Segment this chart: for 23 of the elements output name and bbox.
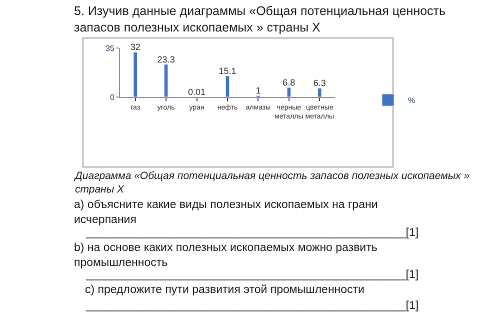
bar (318, 88, 322, 97)
text: __________________________________________________[1] (85, 269, 419, 281)
legend-label: % (408, 96, 416, 106)
text: __________________________________________________[1] (85, 227, 419, 239)
bar (133, 52, 138, 97)
bar (286, 87, 292, 97)
data-label: 23.3 (157, 54, 175, 64)
text: c) предложите пути развития этой промышленности (85, 284, 364, 296)
data-label: 1 (256, 86, 261, 96)
text: b) на основе каких полезных ископаемых можно развить промышленность (74, 242, 378, 269)
text: __________________________________________________[1] (85, 300, 419, 312)
y-tick-label: 0 (110, 92, 115, 102)
chart-title: 5. Изучив данные диаграммы «Общая потенциальная ценность запасов полезных ископаемых » страны X (74, 4, 446, 34)
bar (225, 76, 230, 97)
text: Диаграмма «Общая потенциальная ценность запасов полезных ископаемых » страны X (74, 170, 470, 196)
data-label: 6.3 (313, 78, 326, 88)
data-label: 15.1 (218, 66, 236, 76)
bar (164, 64, 168, 97)
data-label: 0.01 (188, 86, 206, 97)
text: а) объясните какие виды полезных ископаемых на грани исчерпания (74, 199, 378, 226)
y-tick-label: 35 (105, 44, 115, 53)
data-label: 6.8 (282, 77, 296, 88)
data-label: 32 (130, 42, 140, 52)
